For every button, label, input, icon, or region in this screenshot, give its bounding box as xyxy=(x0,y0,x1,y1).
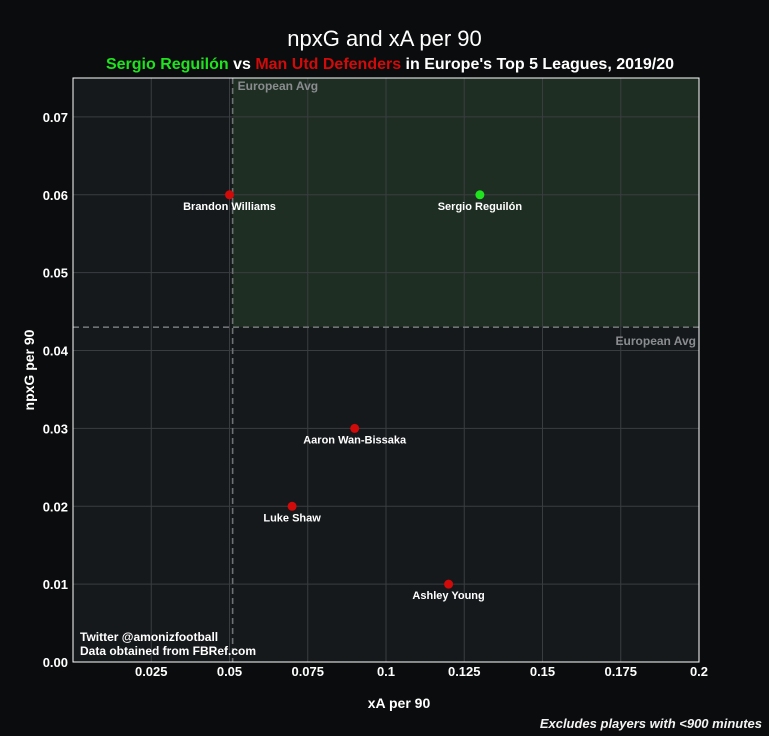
y-tick-label: 0.05 xyxy=(43,266,68,281)
subtitle-rest: in Europe's Top 5 Leagues, 2019/20 xyxy=(401,56,675,73)
data-point xyxy=(287,501,297,511)
avg-y-label: European Avg xyxy=(616,334,696,348)
y-tick-label: 0.06 xyxy=(43,188,68,203)
y-tick-label: 0.07 xyxy=(43,110,68,125)
x-tick-label: 0.175 xyxy=(604,664,637,679)
data-point xyxy=(475,190,485,200)
subtitle-player: Sergio Reguilón xyxy=(105,56,229,73)
point-label: Aaron Wan-Bissaka xyxy=(303,434,407,446)
x-tick-label: 0.05 xyxy=(217,664,242,679)
credits-twitter: Twitter @amonizfootball xyxy=(80,630,219,644)
subtitle-group: Man Utd Defenders xyxy=(255,56,402,73)
x-tick-label: 0.15 xyxy=(530,664,555,679)
subtitle-vs: vs xyxy=(228,56,256,73)
x-tick-label: 0.075 xyxy=(291,664,324,679)
y-tick-label: 0.04 xyxy=(43,344,69,359)
point-label: Luke Shaw xyxy=(263,512,321,524)
chart-subtitle: Sergio Reguilón vs Man Utd Defenders in … xyxy=(0,56,769,74)
footnote: Excludes players with <900 minutes xyxy=(539,716,762,731)
credits: Twitter @amonizfootball Data obtained fr… xyxy=(80,630,256,658)
above-average-quadrant xyxy=(232,78,699,328)
point-label: Sergio Reguilón xyxy=(438,201,523,213)
data-point xyxy=(225,190,234,200)
chart-title: npxG and xA per 90 xyxy=(287,26,482,51)
x-tick-label: 0.025 xyxy=(135,664,168,679)
x-axis-label: xA per 90 xyxy=(368,695,431,711)
y-tick-label: 0.00 xyxy=(43,655,68,670)
point-label: Brandon Williams xyxy=(183,201,276,213)
data-point xyxy=(350,423,360,433)
y-tick-label: 0.03 xyxy=(43,421,68,436)
avg-x-label: European Avg xyxy=(238,79,318,93)
x-tick-label: 0.125 xyxy=(448,664,481,679)
plot-frame xyxy=(72,77,700,663)
x-tick-label: 0.2 xyxy=(690,664,708,679)
y-tick-label: 0.02 xyxy=(43,499,68,514)
credits-source: Data obtained from FBRef.com xyxy=(80,644,257,658)
y-axis-label: npxG per 90 xyxy=(21,329,37,410)
data-point xyxy=(444,579,454,589)
y-tick-label: 0.01 xyxy=(43,577,68,592)
point-label: Ashley Young xyxy=(412,590,484,602)
x-tick-label: 0.1 xyxy=(377,664,395,679)
